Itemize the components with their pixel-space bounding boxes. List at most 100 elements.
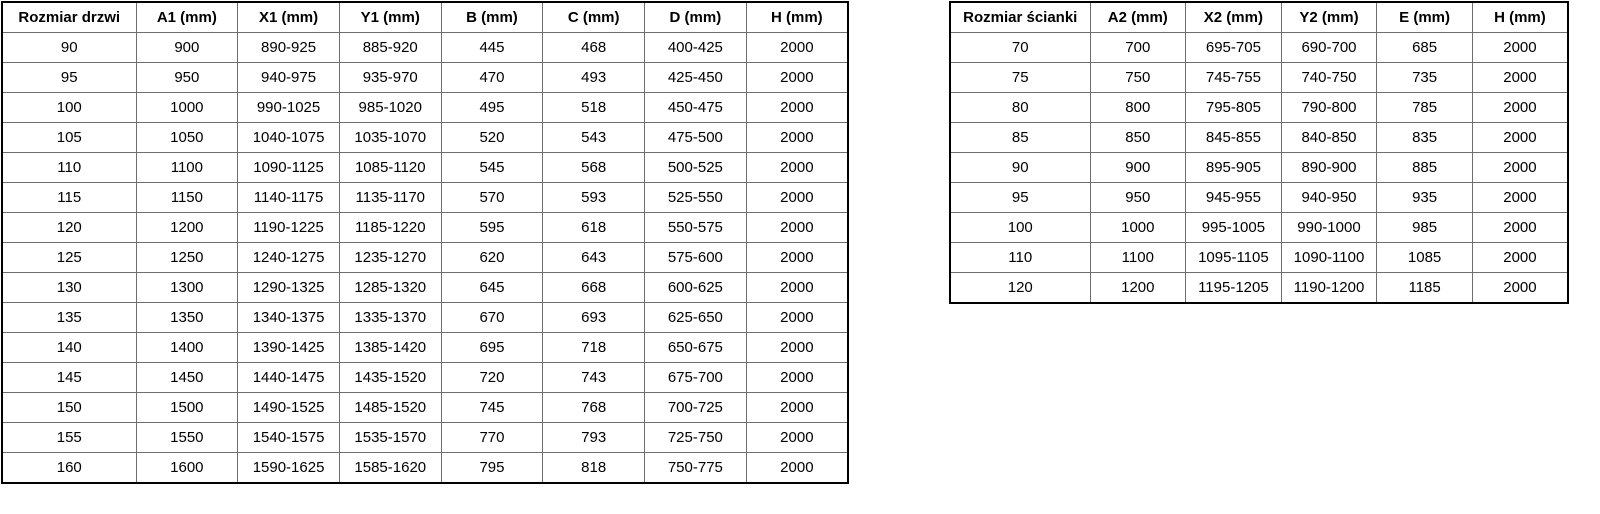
table-cell: 750 [1089,62,1187,93]
column-header: C (mm) [542,1,646,33]
table-cell: 725-750 [644,422,747,453]
table-cell: 1090-1125 [237,152,340,183]
table-cell: 568 [542,152,646,183]
table-cell: 1000 [1089,212,1187,243]
table-cell: 155 [1,422,137,453]
table-cell: 160 [1,452,137,484]
table-cell: 545 [440,152,544,183]
table-cell: 70 [949,32,1091,63]
table-cell: 935 [1376,182,1473,213]
table-cell: 1035-1070 [338,122,442,153]
table-row: 110 1100 1090-1125 1085-1120 545 568 500-525 20… [1,152,849,183]
table-row: 90 900 895-905 890-900 885 2000 [949,152,1569,183]
table-cell: 2000 [745,272,849,303]
table-cell: 650-675 [644,332,747,363]
table-row: 95 950 940-975 935-970 470 493 425-450 2000 [1,62,849,93]
table-cell: 2000 [745,242,849,273]
table-cell: 990-1025 [237,92,340,123]
column-header: A2 (mm) [1089,1,1187,33]
table-row: 140 1400 1390-1425 1385-1420 695 718 650-675 20… [1,332,849,363]
table-cell: 1140-1175 [237,182,340,213]
table-cell: 1535-1570 [338,422,442,453]
table-row: 105 1050 1040-1075 1035-1070 520 543 475-500 20… [1,122,849,153]
table-cell: 100 [949,212,1091,243]
table-cell: 745 [440,392,544,423]
table-cell: 750-775 [644,452,747,484]
table-cell: 795-805 [1185,92,1282,123]
table-cell: 2000 [745,152,849,183]
table-cell: 840-850 [1280,122,1378,153]
table-cell: 890-900 [1280,152,1378,183]
table-cell: 675-700 [644,362,747,393]
table-row: 125 1250 1240-1275 1235-1270 620 643 575-600 20… [1,242,849,273]
column-header: D (mm) [644,1,747,33]
header-row: Rozmiar ścianki A2 (mm) X2 (mm) Y2 (mm) E (m… [949,1,1569,33]
table-cell: 450-475 [644,92,747,123]
table-cell: 600-625 [644,272,747,303]
table-cell: 425-450 [644,62,747,93]
table-cell: 1095-1105 [1185,242,1282,273]
table-cell: 720 [440,362,544,393]
table-cell: 670 [440,302,544,333]
table-cell: 105 [1,122,137,153]
table-row: 100 1000 995-1005 990-1000 985 2000 [949,212,1569,243]
table-cell: 470 [440,62,544,93]
column-header: B (mm) [440,1,544,33]
table-cell: 85 [949,122,1091,153]
table-cell: 740-750 [1280,62,1378,93]
table-cell: 790-800 [1280,92,1378,123]
table-cell: 2000 [1471,92,1569,123]
column-header: Rozmiar ścianki [949,1,1091,33]
table-cell: 90 [1,32,137,63]
table-cell: 1000 [135,92,239,123]
table-cell: 735 [1376,62,1473,93]
table-cell: 1135-1170 [338,182,442,213]
table-cell: 2000 [745,32,849,63]
table-cell: 2000 [745,362,849,393]
table-row: 75 750 745-755 740-750 735 2000 [949,62,1569,93]
table-cell: 1390-1425 [237,332,340,363]
table-cell: 1385-1420 [338,332,442,363]
table-cell: 2000 [745,392,849,423]
table-cell: 1085 [1376,242,1473,273]
table-row: 95 950 945-955 940-950 935 2000 [949,182,1569,213]
table-cell: 468 [542,32,646,63]
column-header: Rozmiar drzwi [1,1,137,33]
table-cell: 75 [949,62,1091,93]
table-cell: 1300 [135,272,239,303]
table-row: 90 900 890-925 885-920 445 468 400-425 2000 [1,32,849,63]
table-cell: 950 [135,62,239,93]
door-size-table: Rozmiar drzwi A1 (mm) X1 (mm) Y1 (mm) B (mm)… [1,1,849,484]
table-cell: 2000 [1471,152,1569,183]
table-cell: 743 [542,362,646,393]
table-cell: 1285-1320 [338,272,442,303]
table-cell: 120 [949,272,1091,304]
table-row: 145 1450 1440-1475 1435-1520 720 743 675-700 20… [1,362,849,393]
table-cell: 985-1020 [338,92,442,123]
table-row: 85 850 845-855 840-850 835 2000 [949,122,1569,153]
table-cell: 2000 [1471,242,1569,273]
table-cell: 1550 [135,422,239,453]
table-cell: 935-970 [338,62,442,93]
table-cell: 1350 [135,302,239,333]
table-cell: 800 [1089,92,1187,123]
table-cell: 785 [1376,92,1473,123]
column-header: Y1 (mm) [338,1,442,33]
table-cell: 1185-1220 [338,212,442,243]
table-cell: 95 [949,182,1091,213]
table-cell: 645 [440,272,544,303]
table-cell: 2000 [745,122,849,153]
table-cell: 1195-1205 [1185,272,1282,304]
table-cell: 110 [949,242,1091,273]
table-row: 120 1200 1190-1225 1185-1220 595 618 550-575 20… [1,212,849,243]
table-cell: 1185 [1376,272,1473,304]
table-cell: 718 [542,332,646,363]
table-cell: 1490-1525 [237,392,340,423]
table-row: 80 800 795-805 790-800 785 2000 [949,92,1569,123]
column-header: H (mm) [1471,1,1569,33]
table-cell: 895-905 [1185,152,1282,183]
table-cell: 145 [1,362,137,393]
table-cell: 1190-1200 [1280,272,1378,304]
column-header: X1 (mm) [237,1,340,33]
table-cell: 990-1000 [1280,212,1378,243]
